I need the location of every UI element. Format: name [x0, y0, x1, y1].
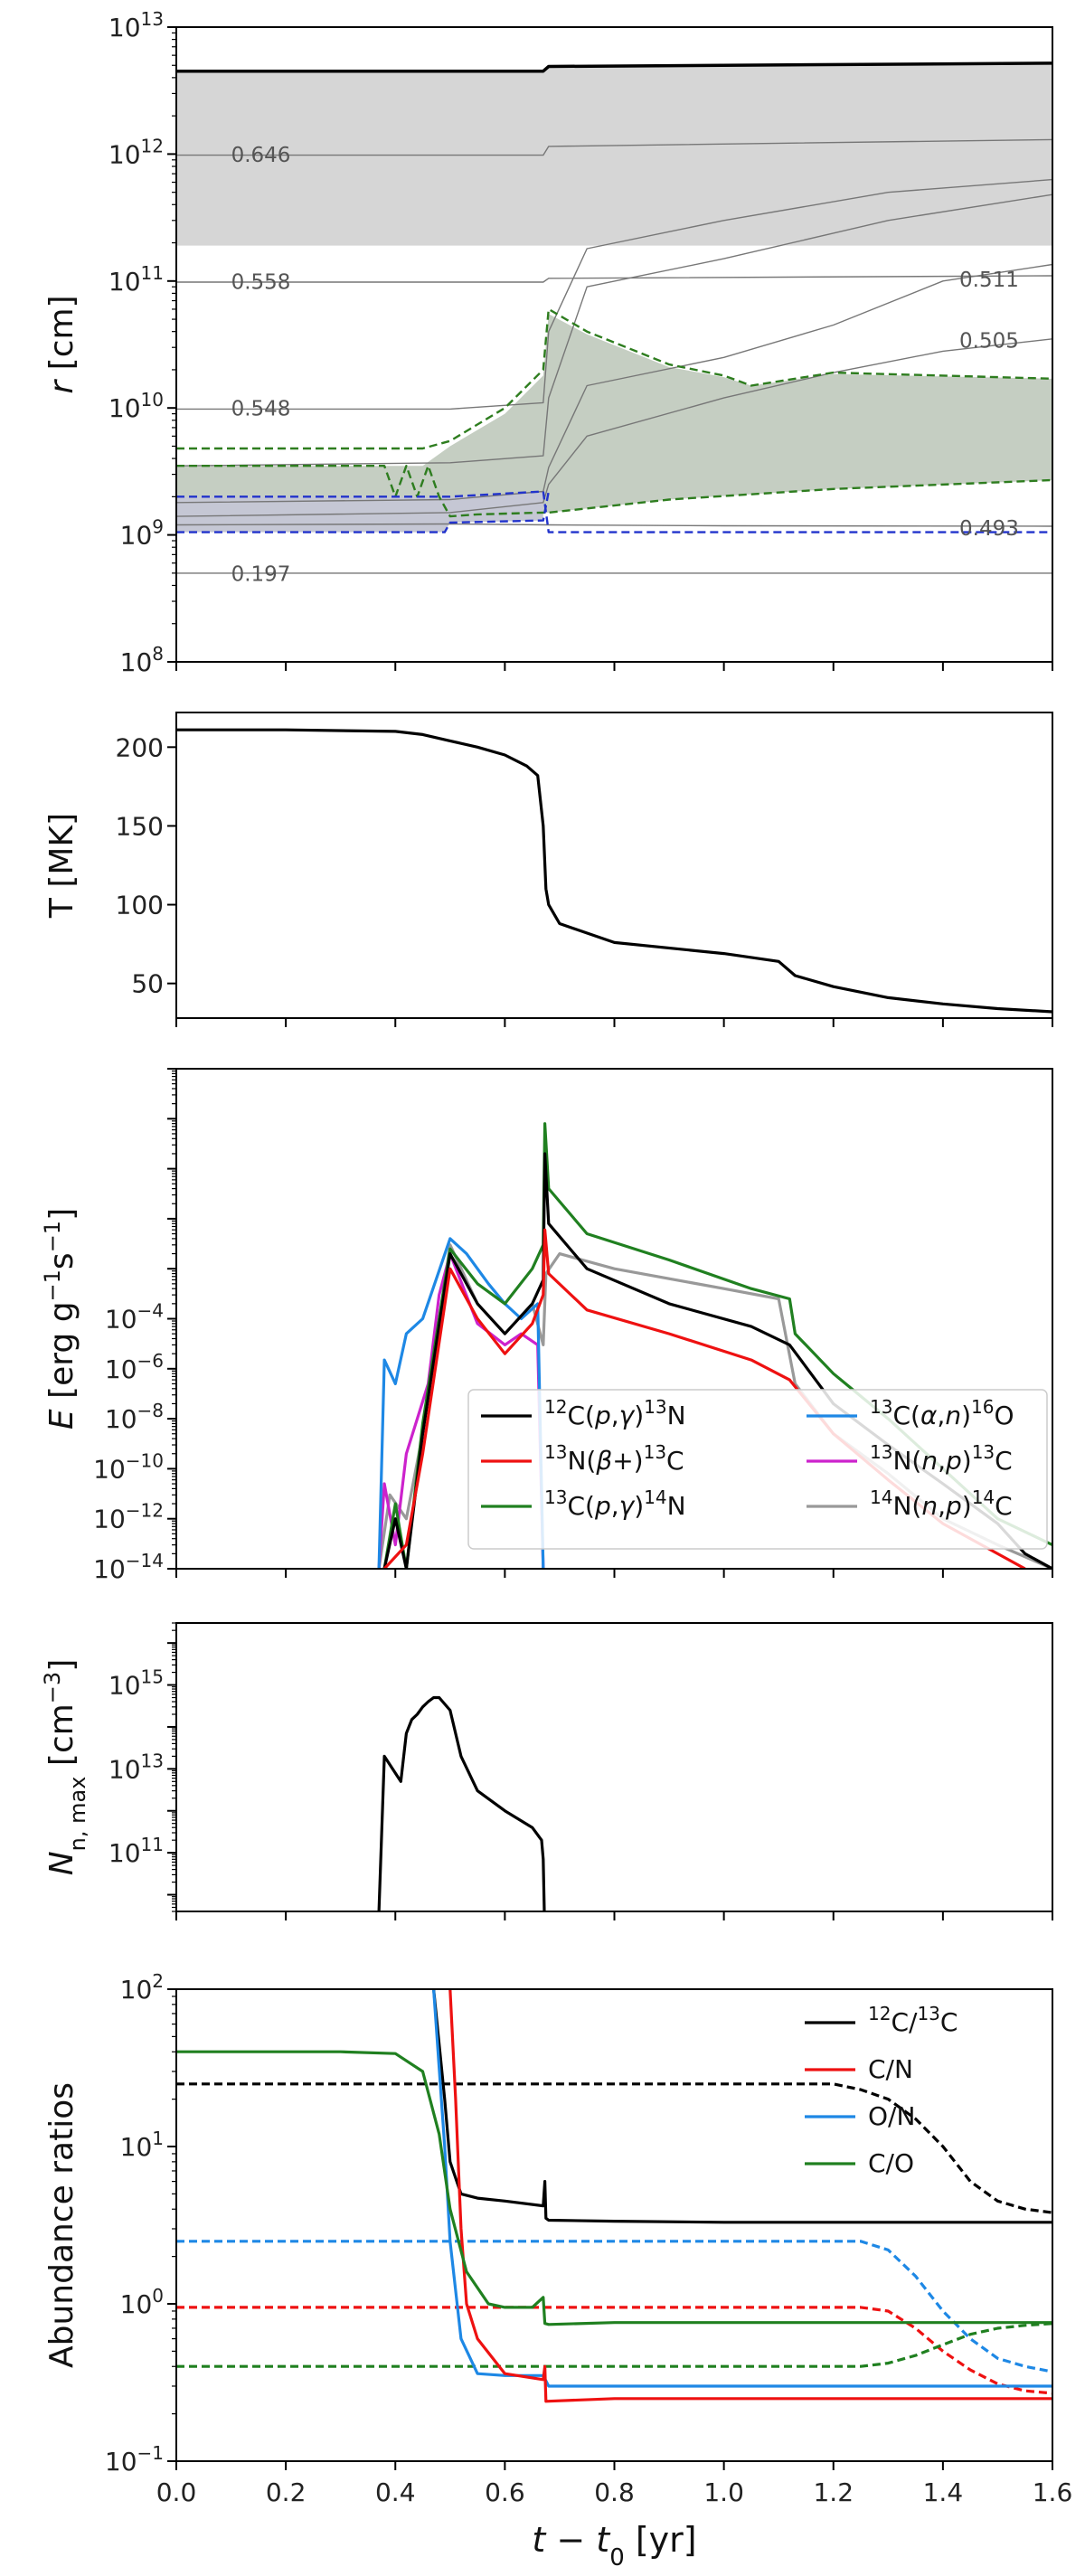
legend-label: 13N(β+)13C [544, 1441, 684, 1476]
y-axis-label: Abundance ratios [43, 2082, 80, 2368]
mass-coordinate-label: 0.197 [231, 562, 291, 586]
mass-coordinate-label: 0.511 [959, 269, 1019, 292]
series-line-2 [176, 275, 1052, 283]
legend-box [467, 1389, 1048, 1550]
y-tick-label: 101 [120, 2128, 164, 2162]
y-tick-label: 10−4 [105, 1300, 164, 1335]
axes-frame [175, 1622, 1053, 1912]
series-line-0 [377, 1695, 546, 1911]
x-tick-label: 0.2 [266, 2477, 307, 2507]
x-axis-label: t − t0 [yr] [532, 2520, 696, 2571]
x-tick-label: 0.6 [485, 2477, 525, 2507]
series-line-4 [432, 1989, 1052, 2224]
y-tick-label: 1011 [108, 262, 164, 297]
convective-zone [176, 314, 1052, 521]
series-line-5 [432, 1989, 1052, 2388]
series-line-2 [377, 1237, 545, 1569]
radius-panel: 108 109 1010 1011 1012 1013 r [cm] 0.646 0.558 0.… [43, 8, 1053, 677]
series-line-7 [176, 2050, 1052, 2326]
mass-coordinate-label: 0.646 [231, 144, 291, 167]
mass-coordinate-label: 0.558 [231, 270, 291, 294]
series-line-0 [176, 61, 1052, 73]
x-tick-label: 1.0 [703, 2477, 744, 2507]
mass-coordinate-label: 0.548 [231, 398, 291, 421]
series-line-0 [176, 2082, 1052, 2214]
x-tick-label: 0.0 [156, 2477, 197, 2507]
y-tick-label: 1013 [108, 1750, 164, 1784]
legend-label: 12C/13C [868, 2003, 958, 2037]
series-line-2 [176, 2306, 1052, 2395]
y-tick-label: 10−12 [93, 1500, 164, 1534]
series-line-3 [176, 2322, 1052, 2368]
y-tick-label: 50 [131, 969, 164, 999]
axes-frame [175, 712, 1053, 1019]
legend-label: O/N [868, 2101, 915, 2131]
series-line-7 [176, 523, 1052, 527]
legend-label: C/O [868, 2148, 914, 2178]
plot-area [377, 1695, 546, 1911]
mass-coordinate-label: 0.493 [959, 517, 1019, 541]
y-axis-label: r [cm] [43, 295, 80, 393]
series-line-12 [176, 491, 550, 533]
x-tick-label: 1.4 [923, 2477, 964, 2507]
mass-coordinate-label: 0.505 [959, 329, 1019, 353]
plot-area [176, 728, 1052, 1014]
y-tick-label: 10−10 [93, 1449, 164, 1484]
x-tick-label: 0.8 [594, 2477, 635, 2507]
x-tick-label: 0.4 [375, 2477, 416, 2507]
series-line-3 [176, 178, 1052, 410]
y-tick-label: 108 [120, 643, 164, 677]
y-tick-label: 102 [120, 1970, 164, 2005]
energy-generation-panel: 10−14 10−12 10−10 10−8 10−6 10−4 E [erg g−1s−1… [40, 1068, 1053, 1584]
plot-area [176, 1989, 1052, 2403]
series-line-0 [176, 728, 1052, 1014]
x-tick-label: 1.2 [813, 2477, 854, 2507]
series-line-11 [176, 490, 1052, 533]
series-line-6 [448, 1989, 1052, 2403]
legend-label: 13C(p,γ)14N [544, 1486, 686, 1521]
y-tick-label: 1010 [108, 389, 164, 423]
legend-label: 14N(n,p)14C [870, 1486, 1013, 1521]
axes-frame [175, 1988, 1053, 2462]
series-line-5 [176, 263, 1052, 504]
legend-label: C/N [868, 2054, 913, 2084]
x-tick-label: 1.6 [1033, 2477, 1073, 2507]
y-tick-label: 10−14 [93, 1550, 164, 1584]
y-tick-label: 109 [120, 516, 164, 551]
neutron-density-panel: 1011 1013 1015 Nn, max [cm−3] [40, 1622, 1053, 1920]
y-axis-label: E [erg g−1s−1] [40, 1208, 80, 1430]
series-line-1 [176, 138, 1052, 156]
y-tick-label: 100 [120, 2285, 164, 2319]
temperature-panel: 50 100 150 200 T [MK] [43, 712, 1053, 1027]
y-tick-label: 100 [116, 891, 164, 920]
y-axis-label: T [MK] [43, 813, 80, 919]
y-tick-label: 1012 [108, 135, 164, 169]
y-tick-label: 1013 [108, 8, 164, 42]
abundance-ratios-panel: 0.0 0.2 0.4 0.6 0.8 1.0 1.2 1.4 1.6 10−1 100 101 102… [43, 1970, 1072, 2571]
plot-area [176, 61, 1052, 574]
y-tick-label: 1015 [108, 1666, 164, 1701]
y-tick-label: 150 [116, 811, 164, 841]
y-tick-label: 10−8 [105, 1400, 164, 1434]
y-tick-label: 200 [116, 732, 164, 762]
envelope-shading [176, 62, 1052, 246]
series-line-6 [176, 338, 1052, 517]
series-line-4 [176, 193, 1052, 467]
series-line-10 [176, 465, 1052, 518]
y-tick-label: 10−6 [105, 1350, 164, 1384]
y-tick-label: 10−1 [105, 2442, 164, 2477]
y-axis-label: Nn, max [cm−3] [40, 1659, 90, 1876]
series-line-9 [176, 307, 1052, 450]
series-line-1 [176, 2240, 1052, 2373]
y-tick-label: 1011 [108, 1834, 164, 1868]
